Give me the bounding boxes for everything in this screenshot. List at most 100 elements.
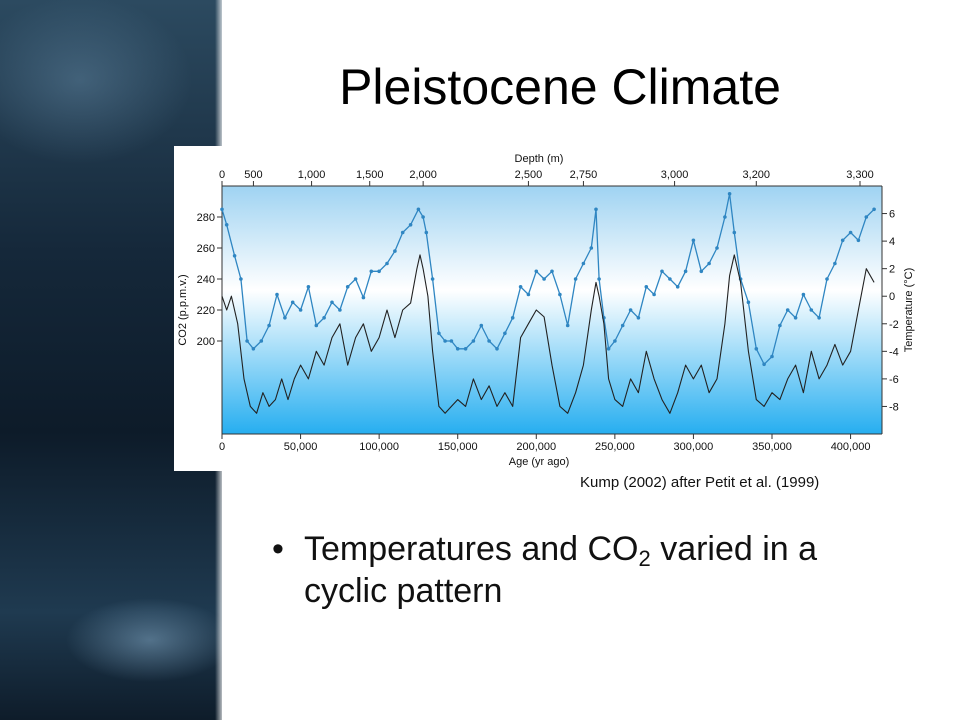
co2-data-point (542, 277, 546, 281)
co2-data-point (565, 323, 570, 328)
co2-data-point (322, 316, 326, 320)
co2-data-point (699, 269, 704, 274)
co2-data-point (526, 292, 531, 297)
age-tick-label: 150,000 (438, 441, 478, 453)
co2-data-point (809, 308, 814, 312)
age-tick-label: 100,000 (359, 441, 399, 453)
co2-data-point (715, 246, 719, 250)
co2-data-point (620, 323, 625, 328)
co2-data-point (455, 347, 460, 351)
depth-tick-label: 1,000 (298, 169, 326, 181)
co2-data-point (251, 347, 256, 351)
age-tick-label: 50,000 (284, 441, 318, 453)
slide-title: Pleistocene Climate (339, 59, 781, 115)
co2-data-point (416, 207, 421, 212)
temperature-tick-label: 0 (889, 291, 895, 303)
co2-data-point (668, 277, 672, 281)
co2-data-point (510, 316, 515, 320)
temperature-tick-label: 2 (889, 264, 895, 276)
co2-data-point (518, 285, 523, 289)
co2-data-point (283, 316, 287, 320)
co2-data-point (314, 323, 319, 328)
temperature-series-line (221, 254, 875, 414)
co2-data-point (259, 339, 264, 343)
co2-data-point (369, 269, 374, 274)
co2-data-point (606, 347, 611, 351)
co2-data-point (232, 254, 237, 258)
co2-data-point (683, 269, 688, 274)
depth-tick-label: 2,000 (409, 169, 437, 181)
temperature-tick-label: -8 (889, 401, 899, 413)
co2-data-point (691, 238, 696, 243)
age-tick-label: 250,000 (595, 441, 635, 453)
co2-data-point (732, 230, 737, 235)
co2-data-point (487, 339, 491, 343)
co2-data-point (770, 354, 774, 359)
co2-data-point (338, 308, 342, 312)
co2-data-point (385, 261, 389, 266)
ice-core-figure: 0 50,000 100,000 150,000 200,000 250,000 300,0… (174, 146, 918, 471)
co2-data-point (864, 215, 869, 219)
co2-data-point (558, 292, 562, 297)
top-axis-title: Depth (m) (515, 153, 564, 165)
figure-citation: Kump (2002) after Petit et al. (1999) (580, 474, 820, 491)
co2-tick-label: 260 (197, 243, 215, 255)
co2-data-point (707, 261, 711, 266)
co2-data-point (589, 246, 594, 250)
co2-tick-label: 280 (197, 212, 215, 224)
depth-tick-label: 1,500 (356, 169, 384, 181)
co2-data-point (430, 277, 435, 281)
co2-data-point (628, 308, 633, 312)
co2-data-point (437, 331, 441, 336)
co2-data-point (793, 316, 798, 320)
co2-data-point (267, 323, 271, 328)
co2-data-point (345, 285, 350, 289)
co2-data-point (801, 292, 806, 297)
co2-data-point (594, 207, 598, 212)
co2-tick-label: 240 (197, 274, 215, 286)
depth-tick-label: 3,000 (661, 169, 689, 181)
co2-data-point (675, 285, 680, 289)
co2-data-point (597, 277, 601, 281)
depth-tick-label: 2,750 (570, 169, 598, 181)
co2-data-point (361, 295, 366, 300)
co2-data-point (400, 230, 405, 235)
co2-data-point (785, 308, 790, 312)
depth-tick-label: 3,200 (743, 169, 771, 181)
temperature-tick-label: 6 (889, 209, 895, 221)
bullet-text-before: Temperatures and CO (304, 530, 639, 568)
co2-series-line (221, 193, 875, 365)
depth-tick-label: 2,500 (515, 169, 543, 181)
co2-data-point (581, 261, 586, 266)
age-tick-label: 200,000 (516, 441, 556, 453)
co2-data-point (778, 323, 782, 328)
co2-data-point (479, 323, 484, 328)
co2-data-point (723, 215, 727, 219)
co2-data-point (245, 339, 249, 343)
co2-tick-label: 200 (197, 336, 215, 348)
co2-data-point (840, 238, 845, 243)
co2-data-point (220, 207, 224, 212)
co2-data-point (727, 192, 732, 196)
age-tick-label: 300,000 (674, 441, 714, 453)
co2-data-point (660, 269, 664, 274)
temperature-tick-label: 4 (889, 236, 895, 248)
co2-data-point (495, 347, 499, 351)
depth-tick-label: 3,300 (846, 169, 874, 181)
age-tick-label: 400,000 (831, 441, 871, 453)
left-axis-title-main: CO2 (p.p.m.v.) (177, 274, 189, 345)
co2-data-point (408, 223, 413, 227)
co2-data-point (443, 339, 447, 343)
co2-data-point (573, 277, 578, 281)
right-axis-title: Temperature (°C) (903, 268, 915, 352)
co2-data-point (848, 230, 853, 235)
temperature-tick-label: -2 (889, 319, 899, 331)
co2-data-point (550, 269, 554, 274)
co2-data-point (652, 292, 656, 297)
bullet-list: • Temperatures and CO2 varied in a cyclic… (268, 528, 908, 612)
co2-data-point (872, 207, 876, 212)
co2-data-point (754, 347, 759, 351)
co2-data-point (330, 300, 334, 305)
age-tick-label: 350,000 (752, 441, 792, 453)
ice-core-chart: 0 50,000 100,000 150,000 200,000 250,000 300,0… (177, 153, 915, 468)
